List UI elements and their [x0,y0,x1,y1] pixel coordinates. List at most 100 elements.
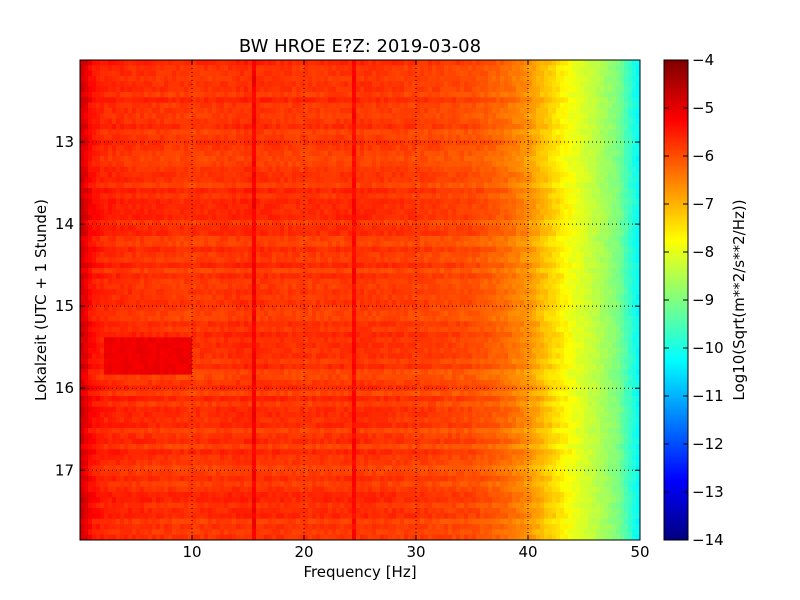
heatmap-cell [360,150,365,157]
heatmap-cell [200,81,205,88]
heatmap-cell [200,134,205,141]
heatmap-cell [568,86,573,93]
heatmap-cell [552,209,557,216]
heatmap-cell [264,198,269,205]
heatmap-cell [572,182,577,189]
heatmap-cell [416,156,421,162]
heatmap-cell [568,204,573,210]
heatmap-cell [444,172,449,178]
heatmap-cell [432,214,437,221]
heatmap-cell [144,246,149,253]
heatmap-cell [604,225,609,232]
heatmap-cell [608,220,613,226]
heatmap-cell [596,166,601,173]
heatmap-cell [476,230,481,237]
heatmap-cell [184,92,189,98]
heatmap-cell [180,86,185,93]
heatmap-cell [252,182,257,189]
heatmap-cell [404,124,409,130]
heatmap-cell [280,204,285,210]
heatmap-cell [572,102,577,109]
heatmap-cell [380,81,385,88]
heatmap-cell [176,236,181,242]
heatmap-cell [248,124,253,130]
heatmap-cell [164,70,169,77]
heatmap-cell [580,214,585,221]
heatmap-cell [144,60,149,66]
heatmap-cell [360,76,365,82]
heatmap-cell [472,70,477,77]
heatmap-cell [116,230,121,237]
heatmap-cell [316,177,321,184]
heatmap-cell [416,214,421,221]
heatmap-cell [332,225,337,232]
heatmap-cell [200,76,205,82]
heatmap-cell [476,156,481,162]
heatmap-cell [264,236,269,242]
heatmap-cell [612,76,617,82]
heatmap-cell [104,108,109,114]
heatmap-cell [572,241,577,248]
heatmap-cell [120,161,125,168]
heatmap-cell [356,209,361,216]
heatmap-cell [288,241,293,248]
heatmap-cell [268,124,273,130]
heatmap-cell [524,182,529,189]
heatmap-cell [332,236,337,242]
heatmap-cell [184,177,189,184]
heatmap-cell [540,113,545,120]
heatmap-cell [168,214,173,221]
heatmap-cell [604,236,609,242]
heatmap-cell [364,172,369,178]
heatmap-cell [532,193,537,200]
heatmap-cell [296,81,301,88]
heatmap-cell [492,140,497,146]
heatmap-cell [272,204,277,210]
heatmap-cell [212,150,217,157]
heatmap-cell [580,241,585,248]
heatmap-cell [616,81,621,88]
heatmap-cell [440,161,445,168]
heatmap-cell [280,140,285,146]
heatmap-cell [288,102,293,109]
heatmap-cell [144,65,149,72]
heatmap-cell [480,60,485,66]
heatmap-cell [144,81,149,88]
heatmap-cell [516,76,521,82]
heatmap-cell [92,161,97,168]
heatmap-cell [152,225,157,232]
heatmap-cell [460,108,465,114]
heatmap-cell [580,220,585,226]
heatmap-cell [624,113,629,120]
heatmap-cell [412,172,417,178]
heatmap-cell [192,230,197,237]
heatmap-cell [616,172,621,178]
heatmap-cell [420,124,425,130]
heatmap-cell [536,65,541,72]
heatmap-cell [396,102,401,109]
heatmap-cell [584,220,589,226]
heatmap-cell [272,92,277,98]
heatmap-cell [240,124,245,130]
heatmap-cell [600,70,605,77]
heatmap-cell [196,76,201,82]
heatmap-cell [360,193,365,200]
heatmap-cell [524,150,529,157]
heatmap-cell [292,193,297,200]
heatmap-cell [100,161,105,168]
heatmap-cell [380,70,385,77]
heatmap-cell [624,225,629,232]
heatmap-cell [120,140,125,146]
heatmap-cell [340,145,345,152]
heatmap-cell [312,161,317,168]
heatmap-cell [636,204,640,210]
heatmap-cell [124,204,129,210]
heatmap-cell [128,76,133,82]
heatmap-cell [536,204,541,210]
heatmap-cell [632,241,637,248]
heatmap-cell [600,193,605,200]
heatmap-cell [224,70,229,77]
heatmap-cell [424,209,429,216]
heatmap-cell [468,86,473,93]
heatmap-cell [396,118,401,125]
